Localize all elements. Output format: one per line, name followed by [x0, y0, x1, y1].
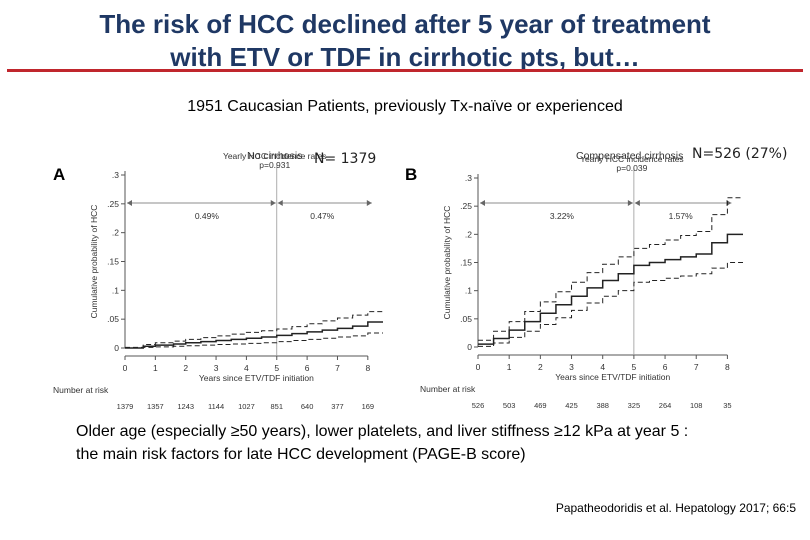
number-at-risk-value: 469: [534, 401, 547, 410]
panel-b-n-label: N=526 (27%): [692, 146, 788, 162]
number-at-risk-value: 503: [503, 401, 516, 410]
number-at-risk-value: 1357: [147, 402, 164, 411]
number-at-risk-value: 1027: [238, 402, 255, 411]
chart-panel-b: B Compensated cirrhosis 0 .05 .1 .15 .2 .25 .3 0 1…: [400, 145, 760, 410]
annotation-p-value: p=0.039: [616, 163, 647, 173]
number-at-risk-value: 425: [565, 401, 578, 410]
number-at-risk-value: 377: [331, 402, 344, 411]
group-label: No cirrhosis: [247, 150, 302, 162]
number-at-risk-value: 851: [271, 402, 284, 411]
number-at-risk-value: 169: [362, 402, 375, 411]
y-tick-label: .2: [112, 228, 119, 238]
y-tick-label: 0: [467, 342, 472, 352]
number-at-risk-value: 264: [659, 401, 672, 410]
x-tick-label: 8: [725, 362, 730, 372]
x-tick-label: 2: [183, 363, 188, 373]
panel-letter: A: [53, 165, 65, 184]
y-tick-label: .25: [460, 201, 472, 211]
arrow-years-0-5-head-right: [270, 200, 276, 206]
chart-a-svg: A No cirrhosis 0 .05 .1 .15 .2 .25 .3 0 1 2 3 4 5 6 7 8 Cu…: [53, 150, 383, 411]
series-upper-ci: [125, 311, 383, 348]
y-tick-label: .1: [112, 285, 119, 295]
y-tick-label: .15: [107, 257, 119, 267]
chart-b-svg: B Compensated cirrhosis 0 .05 .1 .15 .2 .25 .3 0 1…: [405, 150, 743, 410]
x-axis-label: Years since ETV/TDF initiation: [199, 373, 314, 383]
chart-panel-a: A No cirrhosis 0 .05 .1 .15 .2 .25 .3 0 1 2 3 4 5 6 7 8 Cu…: [50, 145, 400, 411]
x-tick-label: 0: [123, 363, 128, 373]
y-tick-label: .25: [107, 199, 119, 209]
series-estimate: [478, 233, 743, 345]
title-underline: [7, 69, 803, 72]
slide-title: The risk of HCC declined after 5 year of…: [0, 8, 810, 74]
series-lower-ci: [478, 262, 743, 347]
arrow-years-5-8-head-left: [277, 200, 283, 206]
x-tick-label: 1: [507, 362, 512, 372]
series-upper-ci: [478, 197, 743, 341]
citation: Papatheodoridis et al. Hepatology 2017; …: [555, 501, 796, 515]
x-tick-label: 7: [335, 363, 340, 373]
y-tick-label: .05: [107, 314, 119, 324]
number-at-risk-label: Number at risk: [53, 385, 109, 395]
number-at-risk-value: 1243: [177, 402, 194, 411]
y-tick-label: .05: [460, 314, 472, 324]
rate-before-5y: 0.49%: [195, 211, 220, 221]
x-tick-label: 7: [694, 362, 699, 372]
panel-letter: B: [405, 165, 417, 184]
number-at-risk-value: 640: [301, 402, 314, 411]
series-lower-ci: [125, 332, 383, 349]
x-tick-label: 5: [632, 362, 637, 372]
arrow-years-0-5-head-left: [480, 200, 485, 206]
number-at-risk-value: 1144: [208, 402, 224, 411]
number-at-risk-value: 325: [628, 401, 641, 410]
number-at-risk-value: 388: [596, 401, 609, 410]
conclusion-line-2: the main risk factors for late HCC devel…: [76, 446, 526, 463]
number-at-risk-label: Number at risk: [420, 384, 476, 394]
rate-after-5y: 1.57%: [669, 211, 694, 221]
x-tick-label: 4: [600, 362, 605, 372]
y-tick-label: .15: [460, 258, 472, 268]
arrow-years-5-8-head-right: [366, 200, 372, 206]
series-estimate: [125, 321, 383, 349]
conclusion-text: Older age (especially ≥50 years), lower …: [76, 420, 796, 466]
title-line-1: The risk of HCC declined after 5 year of…: [99, 9, 711, 39]
group-label: Compensated cirrhosis: [576, 150, 683, 162]
x-tick-label: 2: [538, 362, 543, 372]
number-at-risk-value: 108: [690, 401, 703, 410]
x-tick-label: 5: [274, 363, 279, 373]
number-at-risk-value: 35: [723, 401, 731, 410]
number-at-risk-value: 1379: [117, 402, 134, 411]
rate-before-5y: 3.22%: [550, 211, 575, 221]
y-axis-label: Cumulative probability of HCC: [442, 206, 452, 320]
panel-a-n-label: N= 1379: [314, 151, 377, 167]
conclusion-line-1: Older age (especially ≥50 years), lower …: [76, 423, 689, 440]
x-tick-label: 6: [305, 363, 310, 373]
cohort-subtitle: 1951 Caucasian Patients, previously Tx-n…: [187, 98, 623, 115]
x-axis-label: Years since ETV/TDF initiation: [555, 372, 670, 382]
arrow-years-0-5-head-left: [127, 200, 132, 206]
y-tick-label: .1: [465, 286, 472, 296]
y-tick-label: .3: [465, 173, 472, 183]
x-tick-label: 3: [569, 362, 574, 372]
x-tick-label: 6: [663, 362, 668, 372]
rate-after-5y: 0.47%: [310, 211, 335, 221]
number-at-risk-value: 526: [472, 401, 485, 410]
y-axis-label: Cumulative probability of HCC: [89, 205, 99, 319]
x-tick-label: 8: [365, 363, 370, 373]
x-tick-label: 4: [244, 363, 249, 373]
y-tick-label: .2: [465, 229, 472, 239]
title-line-2: with ETV or TDF in cirrhotic pts, but…: [170, 42, 640, 72]
y-tick-label: .3: [112, 170, 119, 180]
x-tick-label: 0: [476, 362, 481, 372]
x-tick-label: 1: [153, 363, 158, 373]
annotation-title: Yearly HCC incidence rates: [580, 154, 684, 164]
annotation-p-value: p=0.931: [259, 160, 290, 170]
x-tick-label: 3: [214, 363, 219, 373]
annotation-title: Yearly HCC incidence rates: [223, 151, 327, 161]
arrow-years-5-8-head-left: [634, 200, 640, 206]
arrow-years-0-5-head-right: [627, 200, 633, 206]
y-tick-label: 0: [114, 343, 119, 353]
